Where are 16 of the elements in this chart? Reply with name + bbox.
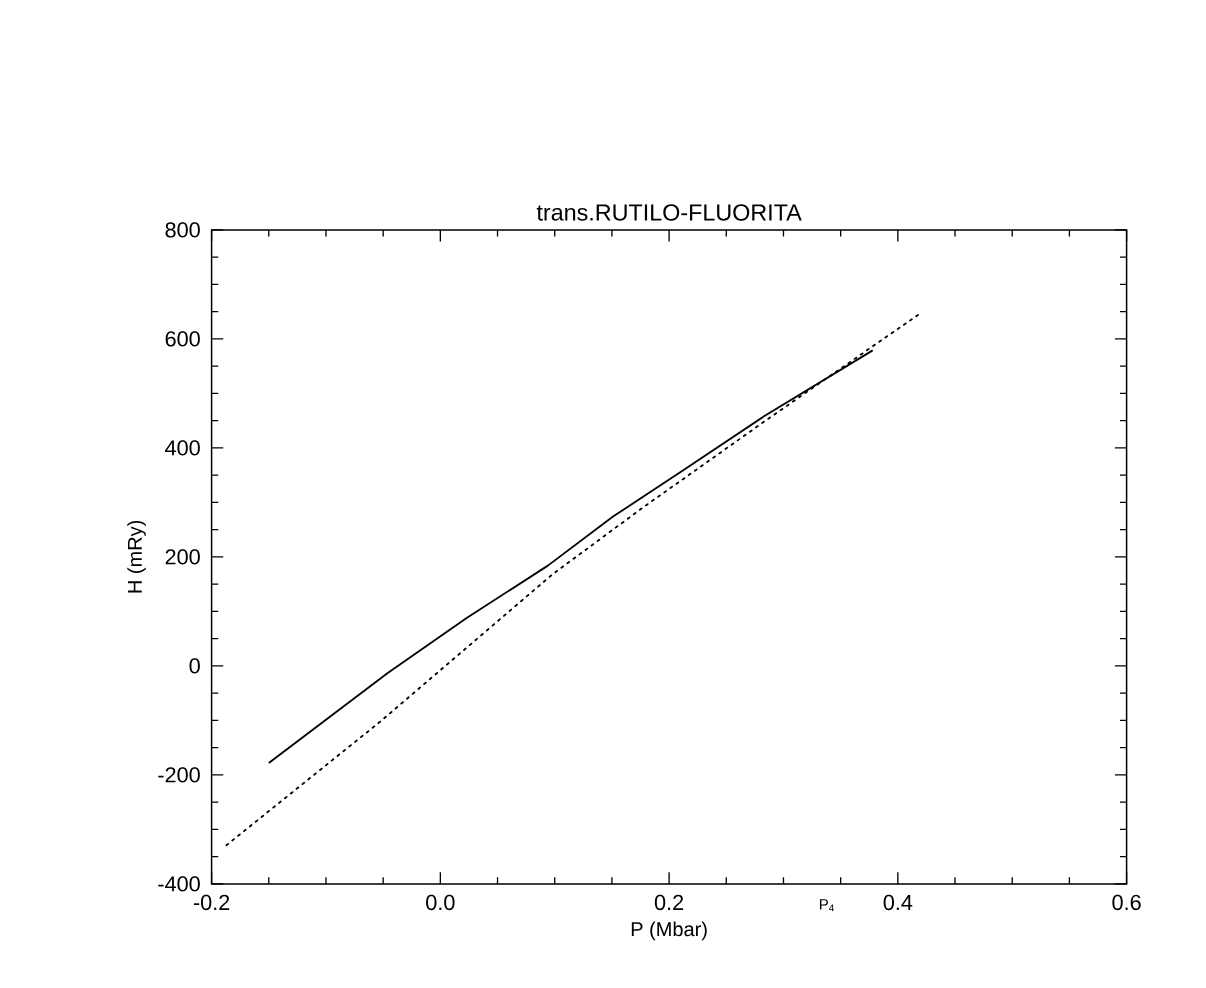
x-tick-label: -0.2 [193,894,230,911]
x-axis-title: P (Mbar) [631,921,707,941]
x-tick-label: 0.6 [1112,894,1141,911]
y-tick-label: 800 [165,222,200,238]
y-tick-label: 200 [165,549,200,565]
y-axis-title: H (mRy) [127,520,146,593]
chart-title: trans.RUTILO-FLUORITA [536,204,802,221]
y-tick-label: 600 [165,331,200,347]
y-tick-label: 400 [165,440,200,456]
y-tick-label: 0 [189,658,200,674]
text: P$_{4}$ [819,899,835,912]
x-tick-label: 0.2 [654,894,684,911]
y-tick-label: -400 [158,876,200,892]
y-tick-label: -200 [158,767,200,783]
x-tick-label: 0.0 [426,894,455,911]
x-tick-label: 0.4 [883,894,913,911]
